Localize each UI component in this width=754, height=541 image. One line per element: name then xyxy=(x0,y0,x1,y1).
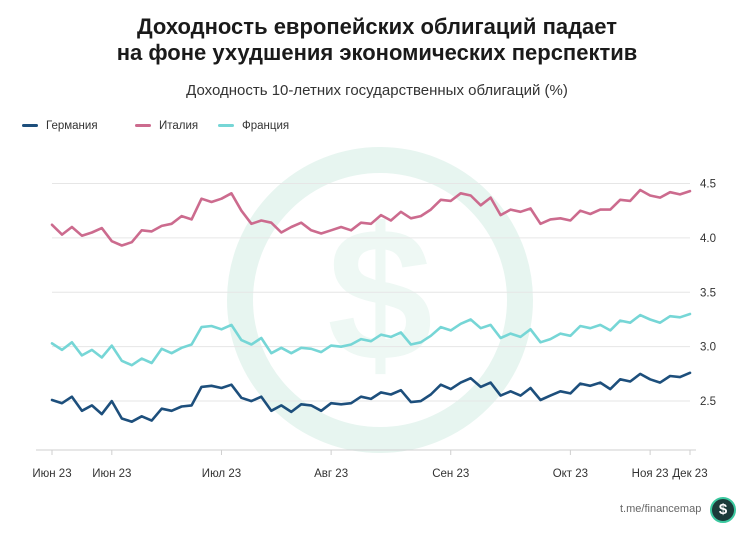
x-tick-label: Окт 23 xyxy=(553,468,588,480)
dollar-logo-icon: $ xyxy=(710,497,736,523)
legend-swatch-germany xyxy=(22,124,38,127)
watermark-ring-icon xyxy=(227,147,533,453)
watermark-dollar-icon: $ xyxy=(327,189,433,401)
series-line-france xyxy=(50,312,692,367)
legend-swatch-italy xyxy=(135,124,151,127)
x-tick-label: Сен 23 xyxy=(432,468,469,480)
y-tick-label: 4.5 xyxy=(700,179,716,191)
x-tick-label: Дек 23 xyxy=(672,468,707,480)
x-tick-label: Ноя 23 xyxy=(632,468,669,480)
chart-title-line-1: Доходность европейских облигаций падает xyxy=(136,14,618,39)
y-tick-label: 3.5 xyxy=(700,287,716,299)
legend-label-italy: Италия xyxy=(159,120,199,132)
x-tick-label: Июл 23 xyxy=(202,468,241,480)
x-tick-label: Июн 23 xyxy=(92,468,131,480)
chart-subtitle: Доходность 10-летних государственных обл… xyxy=(186,82,568,99)
series-line-italy xyxy=(50,188,692,247)
series-line-germany xyxy=(50,371,692,423)
legend-label-france: Франция xyxy=(242,120,290,132)
legend-label-germany: Германия xyxy=(46,120,98,132)
y-tick-label: 4.0 xyxy=(700,233,716,245)
legend-swatch-france xyxy=(218,124,234,127)
x-tick-label: Июн 23 xyxy=(32,468,71,480)
source-watermark: t.me/financemap xyxy=(620,503,702,515)
y-tick-label: 2.5 xyxy=(700,396,716,408)
chart-title: Доходность европейских облигаций падает … xyxy=(0,14,754,66)
chart-title-line-2: на фоне ухудшения экономических перспект… xyxy=(116,40,638,65)
y-tick-label: 3.0 xyxy=(700,342,716,354)
x-tick-label: Авг 23 xyxy=(314,468,348,480)
